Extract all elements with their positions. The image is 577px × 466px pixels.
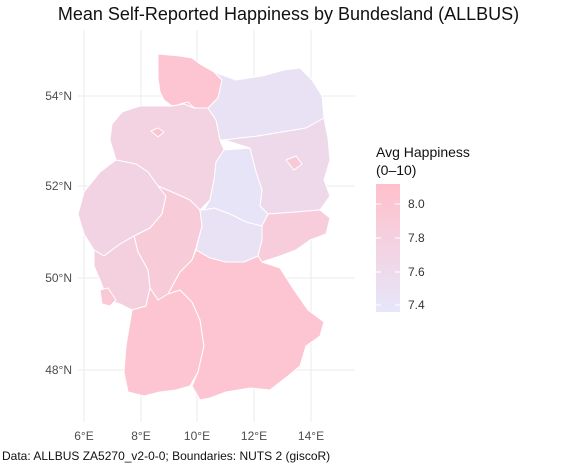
- lon-label-12: 12°E: [241, 429, 267, 443]
- map-title: Mean Self-Reported Happiness by Bundesla…: [57, 4, 520, 24]
- lat-label-52: 52°N: [45, 179, 72, 193]
- y-axis-labels: 54°N 52°N 50°N 48°N: [45, 89, 72, 377]
- region-bremen: [150, 127, 165, 138]
- lon-label-14: 14°E: [298, 429, 324, 443]
- legend-tick-marks: [376, 203, 400, 306]
- legend-tick-7-4: 7.4: [408, 298, 425, 312]
- lon-label-10: 10°E: [184, 429, 210, 443]
- region-saarland: [99, 287, 117, 307]
- lat-label-48: 48°N: [45, 363, 72, 377]
- legend-tick-7-8: 7.8: [408, 231, 425, 245]
- region-berlin: [285, 155, 303, 171]
- legend-title-line2: (0–10): [376, 162, 416, 178]
- legend-tick-7-6: 7.6: [408, 265, 425, 279]
- legend-tick-8-0: 8.0: [408, 197, 425, 211]
- legend-title-line1: Avg Happiness: [376, 144, 470, 160]
- legend-colorbar: [376, 184, 400, 312]
- x-axis-labels: 6°E 8°E 10°E 12°E 14°E: [74, 429, 324, 443]
- lon-label-8: 8°E: [131, 429, 150, 443]
- region-bayern: [167, 249, 325, 401]
- region-sachsen: [257, 209, 331, 263]
- data-source-caption: Data: ALLBUS ZA5270_v2-0-0; Boundaries: …: [2, 449, 331, 463]
- regions: [77, 53, 331, 401]
- lat-label-50: 50°N: [45, 271, 72, 285]
- region-schleswig-holstein: [157, 53, 223, 109]
- legend: Avg Happiness (0–10) 8.0 7.8 7.6 7.4: [376, 144, 470, 312]
- lon-label-6: 6°E: [74, 429, 93, 443]
- lat-label-54: 54°N: [45, 89, 72, 103]
